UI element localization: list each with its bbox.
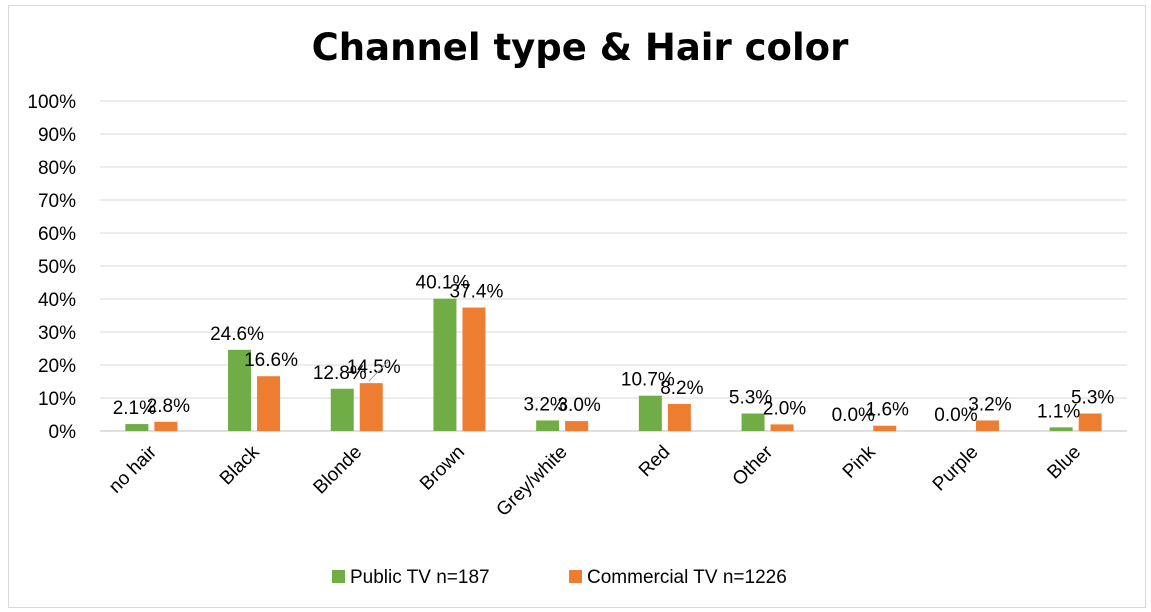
bar-commercial (667, 403, 691, 431)
data-label: 24.6% (210, 324, 264, 345)
y-tick-label: 100% (27, 92, 76, 113)
data-label: 16.6% (244, 350, 298, 371)
legend-swatch (569, 570, 582, 583)
x-tick-label: Black (216, 441, 264, 489)
y-axis-ticks: 0% 10% 20% 30% 40% 50% 60% 70% 80% 90% 100% (27, 92, 76, 443)
data-label: 10.7% (621, 370, 675, 391)
data-label: 3.2% (968, 394, 1011, 415)
chart-frame (8, 5, 1146, 608)
x-tick-label: Pink (839, 441, 880, 482)
data-label: 40.1% (416, 273, 470, 294)
bar-commercial (154, 421, 178, 431)
x-tick-label: Blue (1043, 442, 1085, 484)
x-tick-label: Other (729, 441, 778, 490)
bar-public (228, 349, 252, 431)
data-label: 2.0% (763, 398, 806, 419)
data-label: 12.8% (313, 363, 367, 384)
bar-public (433, 298, 457, 431)
bar-public (638, 395, 662, 431)
chart-title: Channel type & Hair color (312, 26, 849, 69)
y-tick-label: 20% (38, 356, 76, 377)
y-tick-label: 40% (38, 290, 76, 311)
y-tick-label: 90% (38, 125, 76, 146)
data-label: 0.0% (832, 405, 875, 426)
data-label: 3.0% (557, 395, 600, 416)
x-tick-label: Red (635, 442, 674, 481)
bar-public (1049, 427, 1073, 431)
bar-public (125, 424, 149, 431)
y-tick-label: 60% (38, 224, 76, 245)
y-tick-label: 0% (49, 422, 77, 443)
bar-commercial (462, 307, 486, 431)
bar-commercial (873, 425, 897, 431)
y-tick-label: 10% (38, 389, 76, 410)
y-tick-label: 70% (38, 191, 76, 212)
x-tick-label: Blonde (310, 442, 367, 499)
data-label: 0.0% (934, 405, 977, 426)
y-tick-label: 80% (38, 158, 76, 179)
bar-public (741, 413, 765, 431)
data-label: 1.1% (1037, 401, 1080, 422)
y-tick-label: 30% (38, 323, 76, 344)
label-leader-line (368, 360, 390, 382)
data-label: 5.3% (1071, 388, 1114, 409)
x-axis-ticks: no hair Black Blonde Brown Grey/white Red Othe… (105, 441, 1085, 521)
bar-public (536, 420, 560, 431)
data-label: 8.2% (660, 378, 703, 399)
bar-commercial (359, 383, 383, 431)
data-label: 14.5% (347, 357, 401, 378)
data-labels: 2.1%2.8% 24.6% 16.6% 12.8%14.5% 40.1%37.4% 3.… (113, 273, 1115, 426)
x-tick-label: no hair (105, 441, 161, 497)
bar-commercial (975, 420, 999, 431)
data-label: 1.6% (866, 400, 909, 421)
data-label: 5.3% (729, 388, 772, 409)
bar-commercial (257, 376, 281, 431)
legend-label: Public TV n=187 (350, 567, 490, 588)
data-label: 2.1% (113, 398, 156, 419)
bar-public (330, 388, 354, 431)
x-tick-label: Grey/white (493, 442, 572, 521)
bar-commercial (1078, 413, 1102, 431)
legend-swatch (332, 570, 345, 583)
legend: Public TV n=187 Commercial TV n=1226 (332, 567, 787, 588)
bar-commercial (565, 421, 589, 431)
data-label: 2.8% (147, 396, 190, 417)
data-label: 3.2% (523, 394, 566, 415)
legend-label: Commercial TV n=1226 (587, 567, 787, 588)
y-tick-label: 50% (38, 257, 76, 278)
x-tick-label: Purple (929, 442, 983, 496)
x-tick-label: Brown (416, 442, 469, 495)
data-label: 37.4% (450, 282, 504, 303)
bar-commercial (770, 424, 794, 431)
bars (125, 298, 1102, 431)
